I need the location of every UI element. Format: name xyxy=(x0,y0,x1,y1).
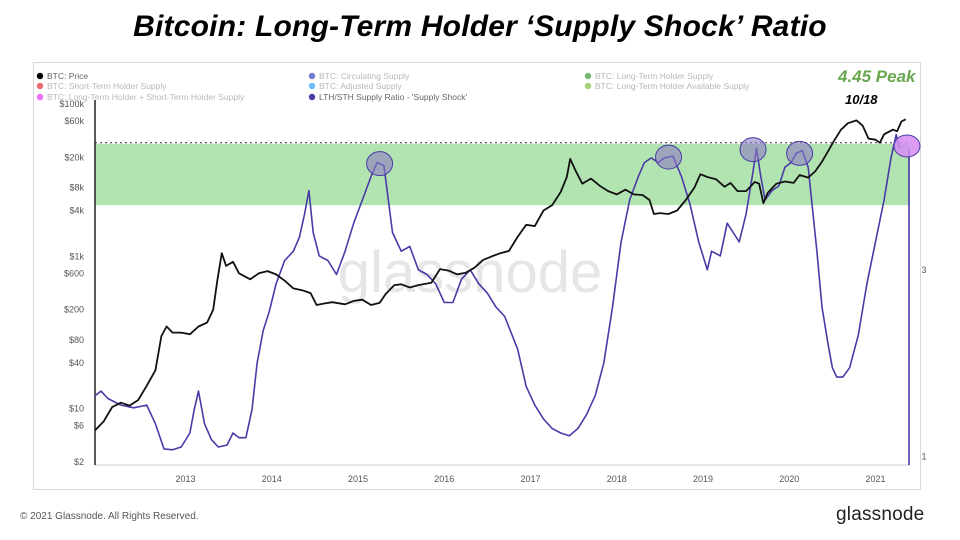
legend-swatch xyxy=(308,93,316,101)
copyright-text: © 2021 Glassnode. All Rights Reserved. xyxy=(20,511,199,522)
y-left-tick-label: $4k xyxy=(69,206,84,216)
y-left-tick-label: $40 xyxy=(69,358,84,368)
green-band xyxy=(95,143,910,206)
x-tick-label: 2020 xyxy=(779,474,799,484)
btc-price-line xyxy=(94,118,907,432)
y-right-tick-label: 1 xyxy=(921,451,926,461)
legend-swatch xyxy=(36,82,44,90)
legend-swatch xyxy=(36,72,44,80)
y-left-tick-label: $2 xyxy=(74,457,84,467)
y-left-tick-label: $600 xyxy=(64,268,84,278)
x-tick-label: 2013 xyxy=(176,474,196,484)
highlight-circle xyxy=(893,134,921,158)
y-left-tick-label: $100k xyxy=(59,99,84,109)
band-layer xyxy=(95,142,910,206)
chart-frame xyxy=(33,62,921,490)
legend-swatch xyxy=(36,93,44,101)
y-axis-left: $2 $6 $10 $40 $80 $200 $600 $1k $4k $8k $20k $60k $1… xyxy=(59,99,96,467)
legend-label: BTC: Price xyxy=(47,71,88,81)
x-tick-label: 2018 xyxy=(607,474,627,484)
x-tick-label: 2021 xyxy=(865,474,885,484)
y-left-tick-label: $8k xyxy=(69,183,84,193)
y-left-tick-label: $1k xyxy=(69,251,84,261)
page-title: Bitcoin: Long-Term Holder ‘Supply Shock’… xyxy=(133,10,827,43)
legend-swatch xyxy=(308,82,316,90)
x-tick-label: 2015 xyxy=(348,474,368,484)
peak-label: 4.45 Peak xyxy=(838,67,916,86)
series-layer xyxy=(94,118,910,465)
legend-label: BTC: Long-Term Holder Available Supply xyxy=(595,81,750,91)
highlight-circle xyxy=(786,140,814,166)
legend-label: BTC: Adjusted Supply xyxy=(319,81,402,91)
y-left-tick-label: $200 xyxy=(64,305,84,315)
y-left-tick-label: $80 xyxy=(69,335,84,345)
legend-swatch xyxy=(584,72,592,80)
legend-swatch xyxy=(308,72,316,80)
x-tick-label: 2017 xyxy=(521,474,541,484)
legend-swatch xyxy=(584,82,592,90)
brand-logo: glassnode xyxy=(836,504,925,525)
legend-label: BTC: Long-Term Holder + Short-Term Holde… xyxy=(47,92,245,102)
glassnode-watermark: glassnode xyxy=(338,240,602,305)
y-left-tick-label: $60k xyxy=(64,116,84,126)
y-axis-right: 13 xyxy=(921,265,926,461)
y-left-tick-label: $10 xyxy=(69,404,84,414)
x-tick-label: 2014 xyxy=(262,474,282,484)
x-axis: 2013 2014 2015 2016 2017 2018 2019 2020 2021 xyxy=(95,464,910,484)
supply-shock-ratio-line xyxy=(94,133,901,451)
highlight-circle xyxy=(739,137,767,163)
peak-date: 10/18 xyxy=(845,92,878,107)
legend-label: LTH/STH Supply Ratio - 'Supply Shock' xyxy=(319,92,467,102)
highlight-circles xyxy=(366,134,921,177)
legend-label: BTC: Circulating Supply xyxy=(319,71,410,81)
legend-label: BTC: Long-Term Holder Supply xyxy=(595,71,714,81)
x-tick-label: 2019 xyxy=(693,474,713,484)
y-left-tick-label: $6 xyxy=(74,421,84,431)
legend-label: BTC: Short-Term Holder Supply xyxy=(47,81,167,91)
y-left-tick-label: $20k xyxy=(64,152,84,162)
highlight-circle xyxy=(366,151,394,177)
highlight-circle xyxy=(655,144,683,170)
y-right-tick-label: 3 xyxy=(921,265,926,275)
x-tick-label: 2016 xyxy=(434,474,454,484)
